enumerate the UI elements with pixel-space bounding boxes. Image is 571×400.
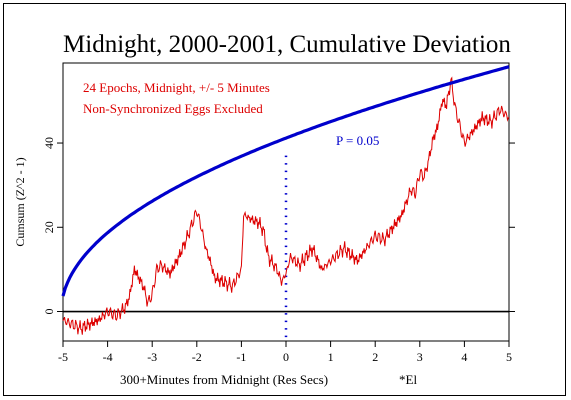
x-tick-label: -2 xyxy=(192,350,202,364)
plot-area: -5 -4 -3 -2 -1 0 1 2 3 4 5 0 20 40 xyxy=(42,62,515,364)
x-tick-label: 2 xyxy=(372,350,378,364)
epochs-annotation: 24 Epochs, Midnight, +/- 5 Minutes xyxy=(83,80,270,95)
x-tick-label: -1 xyxy=(236,350,246,364)
y-tick-label: 40 xyxy=(42,137,56,149)
y-tick-label: 0 xyxy=(42,309,56,315)
x-tick-label: 5 xyxy=(506,350,512,364)
x-tick-label: -3 xyxy=(147,350,157,364)
probability-envelope-line xyxy=(61,65,510,297)
probability-envelope-label: P = 0.05 xyxy=(336,133,379,148)
chart-frame: Midnight, 2000-2001, Cumulative Deviatio… xyxy=(3,3,566,396)
cumulative-deviation-line xyxy=(62,76,509,335)
x-tick-label: 3 xyxy=(417,350,423,364)
x-axis-label-suffix: *El xyxy=(399,372,417,387)
y-tick-label: 20 xyxy=(42,221,56,233)
x-tick-label: -4 xyxy=(103,350,113,364)
excluded-eggs-annotation: Non-Synchronized Eggs Excluded xyxy=(83,101,263,116)
cumulative-deviation-chart: Midnight, 2000-2001, Cumulative Deviatio… xyxy=(13,31,515,387)
x-tick-label: -5 xyxy=(58,350,68,364)
x-tick-label: 4 xyxy=(461,350,467,364)
x-tick-label: 1 xyxy=(328,350,334,364)
x-axis-label: 300+Minutes from Midnight (Res Secs) xyxy=(120,372,328,387)
y-axis-label: Cumsum (Z^2 - 1) xyxy=(13,157,27,246)
x-tick-label: 0 xyxy=(283,350,289,364)
chart-title: Midnight, 2000-2001, Cumulative Deviatio… xyxy=(63,31,511,58)
